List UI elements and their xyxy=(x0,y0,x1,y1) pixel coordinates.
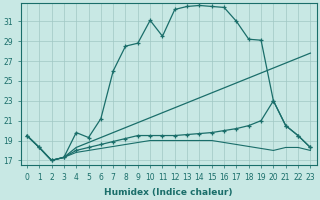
X-axis label: Humidex (Indice chaleur): Humidex (Indice chaleur) xyxy=(104,188,233,197)
